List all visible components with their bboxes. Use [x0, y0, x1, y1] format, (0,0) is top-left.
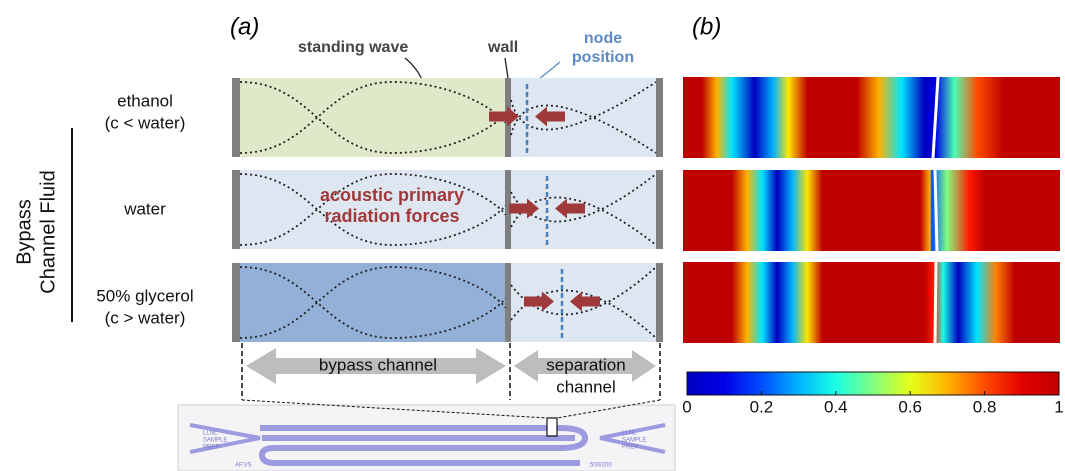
annotation: node — [584, 30, 622, 47]
panel-label: (b) — [692, 13, 721, 40]
figure: (a) (b) standing wave wall node position Bypas… — [0, 0, 1065, 471]
row-label: water — [123, 199, 166, 218]
chip-label: PREP — [203, 445, 219, 451]
channel-label: bypass channel — [319, 355, 437, 374]
outer-wall — [656, 78, 663, 157]
row-label: ethanol — [117, 91, 173, 110]
annotation: radiation forces — [324, 206, 459, 226]
colorbar — [687, 372, 1059, 395]
chip-label: 500/200 — [590, 463, 612, 469]
chip-label: LLNL — [203, 431, 218, 437]
annotation: wall — [487, 39, 518, 56]
channel-label: channel — [556, 377, 616, 396]
chip-label: SAMPLE — [622, 438, 646, 444]
tick-label: 0.8 — [973, 397, 997, 416]
tick-label: 0 — [682, 397, 691, 416]
row-label: 50% glycerol — [96, 286, 193, 305]
tick-label: 1 — [1054, 397, 1063, 416]
outer-wall — [232, 78, 240, 157]
separating-wall — [505, 263, 511, 342]
panel-label: (a) — [230, 13, 259, 40]
figure-content: (a) (b) standing wave wall node position Bypas… — [13, 13, 1063, 471]
chip-label: PREP — [622, 445, 638, 451]
row-label: (c > water) — [105, 308, 186, 327]
field-map — [683, 262, 1060, 343]
axis-label: Bypass — [13, 199, 35, 265]
annotation: standing wave — [298, 39, 408, 56]
chip-label: AF.VS — [235, 463, 252, 469]
chip-box — [547, 418, 557, 436]
outer-wall — [232, 170, 240, 249]
field-map — [683, 77, 1060, 158]
tick-label: 0.6 — [898, 397, 922, 416]
annotation: acoustic primary — [320, 185, 464, 205]
annotation: position — [572, 49, 634, 66]
outer-wall — [656, 170, 663, 249]
wall-line — [935, 170, 937, 251]
wall-line — [935, 262, 936, 343]
field-map — [683, 170, 1060, 251]
outer-wall — [232, 263, 240, 342]
outer-wall — [656, 263, 663, 342]
leader — [505, 58, 508, 78]
separation-channel — [511, 78, 657, 157]
chip-label: LLNL — [622, 431, 637, 437]
channel-label: separation — [546, 355, 625, 374]
axis-label: Channel Fluid — [37, 170, 59, 293]
tick-label: 0.2 — [750, 397, 774, 416]
row-label: (c < water) — [105, 113, 186, 132]
chip-label: SAMPLE — [203, 438, 227, 444]
tick-label: 0.4 — [824, 397, 848, 416]
